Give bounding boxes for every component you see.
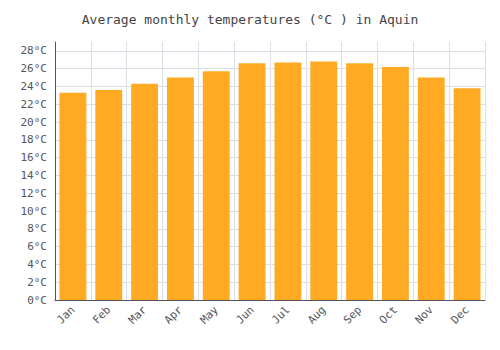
svg-text:20°C: 20°C (21, 116, 48, 129)
svg-text:Aug: Aug (305, 303, 328, 326)
svg-text:22°C: 22°C (21, 98, 48, 111)
svg-text:0°C: 0°C (27, 294, 47, 307)
svg-text:Mar: Mar (126, 303, 149, 326)
svg-text:Jan: Jan (54, 303, 77, 326)
svg-text:Jul: Jul (269, 303, 292, 326)
svg-text:May: May (198, 303, 221, 326)
svg-text:10°C: 10°C (21, 205, 48, 218)
svg-text:4°C: 4°C (27, 258, 47, 271)
svg-text:Feb: Feb (90, 303, 113, 326)
svg-text:Nov: Nov (413, 303, 436, 326)
svg-text:2°C: 2°C (27, 276, 47, 289)
svg-text:18°C: 18°C (21, 133, 48, 146)
svg-text:26°C: 26°C (21, 62, 48, 75)
svg-text:Dec: Dec (448, 303, 471, 326)
svg-text:6°C: 6°C (27, 240, 47, 253)
svg-text:Average monthly temperatures (: Average monthly temperatures (°C ) in Aq… (82, 12, 419, 27)
svg-text:12°C: 12°C (21, 187, 48, 200)
svg-text:Oct: Oct (377, 303, 400, 326)
svg-text:Apr: Apr (162, 303, 185, 326)
svg-text:8°C: 8°C (27, 222, 47, 235)
svg-text:24°C: 24°C (21, 80, 48, 93)
svg-text:Sep: Sep (341, 303, 364, 326)
svg-text:16°C: 16°C (21, 151, 48, 164)
svg-text:28°C: 28°C (21, 44, 48, 57)
svg-text:Jun: Jun (233, 303, 256, 326)
svg-text:14°C: 14°C (21, 169, 48, 182)
